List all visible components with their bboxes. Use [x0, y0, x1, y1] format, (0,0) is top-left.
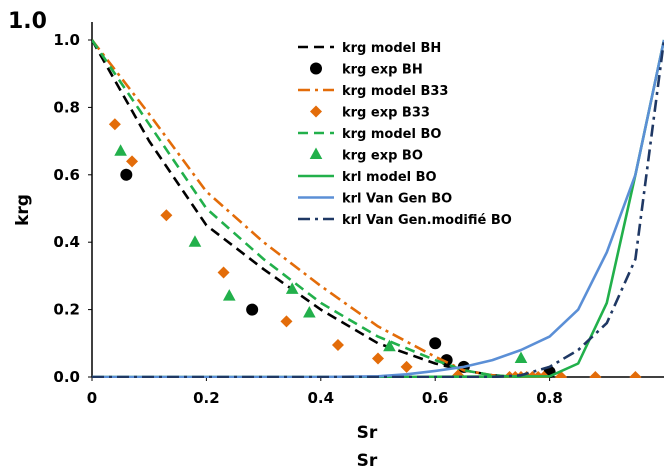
- y-tick-label: 1.0: [53, 31, 80, 49]
- y-tick-label: 0.2: [53, 301, 80, 319]
- legend-swatch-5: [309, 147, 323, 160]
- series-1-point: [120, 168, 133, 181]
- legend-label-0: krg model BH: [342, 41, 441, 56]
- tick-labels: 0 0.2 0.4 0.6 0.8 0.0 0.2 0.4 0.6 0.8 1.0: [53, 31, 562, 407]
- series-2-line: [92, 39, 522, 378]
- legend-label-2: krg model B33: [342, 84, 448, 99]
- x-tick-label: 0.4: [308, 389, 335, 407]
- x-axis-title-duplicate: Sr: [357, 451, 378, 468]
- series-5-point: [303, 305, 316, 318]
- series-5-point: [188, 235, 202, 247]
- y-tick-label: 0.4: [53, 233, 80, 251]
- x-tick-label: 0.2: [193, 389, 220, 407]
- series-3-point: [217, 266, 230, 279]
- legend-swatch-3: [310, 105, 322, 118]
- series-5-point: [222, 289, 236, 301]
- series-3-point: [589, 371, 602, 378]
- series-3-point: [126, 155, 139, 168]
- series-8-line: [92, 39, 664, 378]
- series-3-point: [400, 360, 413, 373]
- series-3-point: [280, 315, 293, 328]
- legend-label-6: krl model BO: [342, 170, 437, 185]
- series-3-point: [108, 118, 121, 131]
- series-3-point: [629, 371, 642, 378]
- legend-label-7: krl Van Gen BO: [342, 192, 452, 207]
- x-tick-label: 0: [87, 389, 97, 407]
- series-1-point: [246, 303, 259, 316]
- x-axis-title: Sr: [357, 423, 378, 443]
- legend: krg model BH krg exp BH krg model B33 krg e…: [298, 41, 512, 228]
- x-tick-label: 0.6: [422, 389, 449, 407]
- series-4-line: [92, 39, 522, 378]
- series-5-point: [285, 282, 299, 294]
- legend-swatch-1: [310, 62, 322, 75]
- y-tick-label: 0.0: [53, 368, 80, 386]
- legend-label-5: krg exp BO: [342, 149, 423, 164]
- series-5-point: [114, 144, 127, 156]
- legend-label-8: krl Van Gen.modifié BO: [342, 213, 512, 228]
- legend-label-3: krg exp B33: [342, 106, 430, 121]
- series-3-point: [160, 209, 173, 222]
- y-axis-title: krg: [13, 194, 33, 226]
- series-1-point: [429, 337, 442, 350]
- y-tick-label: 0.6: [53, 166, 80, 184]
- series-3-point: [555, 371, 568, 378]
- series-5-point: [514, 351, 528, 364]
- series-layer: [92, 39, 664, 378]
- legend-label-1: krg exp BH: [342, 63, 423, 78]
- legend-label-4: krg model BO: [342, 127, 441, 142]
- top-left-label: 1.0: [8, 9, 47, 34]
- series-5-point: [383, 339, 396, 352]
- series-3-point: [372, 352, 384, 365]
- y-tick-label: 0.8: [53, 98, 80, 116]
- series-3-point: [331, 338, 344, 351]
- x-tick-label: 0.8: [536, 389, 563, 407]
